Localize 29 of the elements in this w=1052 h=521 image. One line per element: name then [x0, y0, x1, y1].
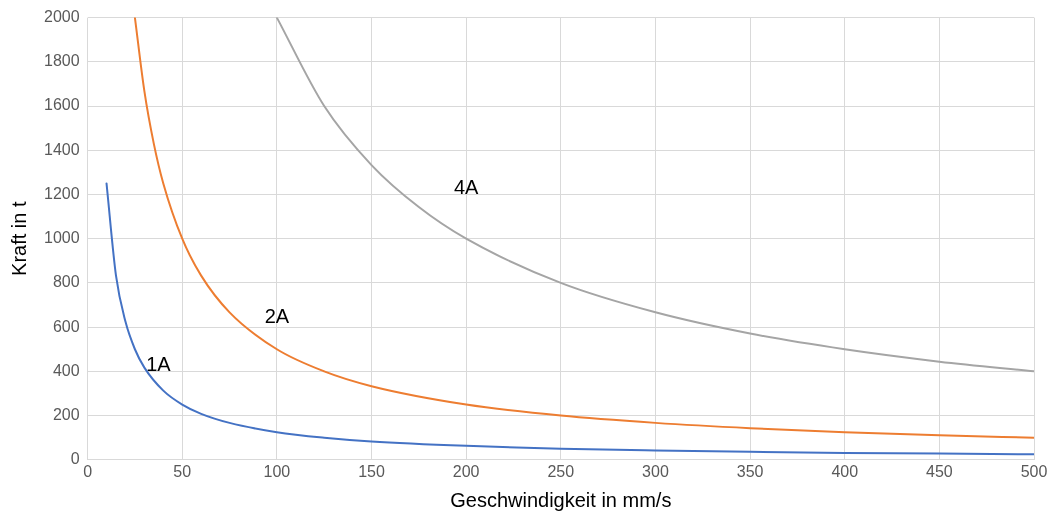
- x-tick-label: 450: [926, 462, 953, 480]
- x-tick-label: 100: [263, 462, 291, 480]
- series-label: 2A: [264, 304, 290, 327]
- x-tick-label: 400: [831, 462, 859, 480]
- y-tick-label: 1800: [44, 52, 80, 70]
- x-tick-label: 350: [736, 462, 764, 480]
- y-tick-label: 200: [52, 405, 80, 423]
- y-tick-label: 1000: [44, 229, 80, 247]
- y-tick-label: 800: [52, 273, 80, 291]
- y-tick-label: 1200: [44, 184, 80, 202]
- series-label: 1A: [146, 353, 172, 376]
- x-tick-label: 500: [1020, 462, 1048, 480]
- line-series: [133, 17, 1034, 439]
- line-series: [105, 182, 1034, 456]
- y-tick-label: 2000: [44, 8, 80, 26]
- series-label: 4A: [453, 176, 480, 199]
- y-axis-title: Kraft in t: [7, 201, 30, 276]
- x-tick-label: 0: [83, 462, 93, 480]
- x-tick-label: 250: [547, 462, 575, 480]
- x-tick-label: 300: [642, 462, 669, 480]
- y-tick-label: 400: [52, 361, 80, 379]
- x-tick-label: 150: [358, 462, 385, 480]
- x-tick-label: 50: [173, 462, 192, 480]
- x-axis-title: Geschwindigkeit in mm/s: [450, 488, 672, 511]
- x-tick-label: 200: [452, 462, 480, 480]
- y-tick-label: 1600: [44, 96, 80, 114]
- y-tick-label: 1400: [44, 140, 80, 158]
- y-tick-label: 600: [52, 317, 80, 335]
- y-tick-label: 0: [70, 450, 80, 468]
